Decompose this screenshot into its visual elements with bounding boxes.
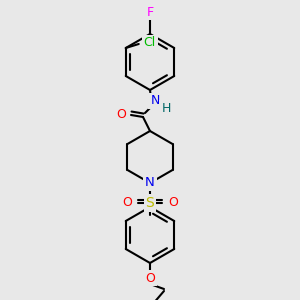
Text: N: N	[145, 176, 155, 190]
Text: O: O	[116, 107, 126, 121]
Text: H: H	[161, 101, 171, 115]
Text: F: F	[146, 5, 154, 19]
Text: Cl: Cl	[144, 37, 156, 50]
Text: O: O	[145, 272, 155, 284]
Text: O: O	[168, 196, 178, 209]
Text: N: N	[150, 94, 160, 107]
Text: O: O	[122, 196, 132, 209]
Text: S: S	[146, 196, 154, 210]
